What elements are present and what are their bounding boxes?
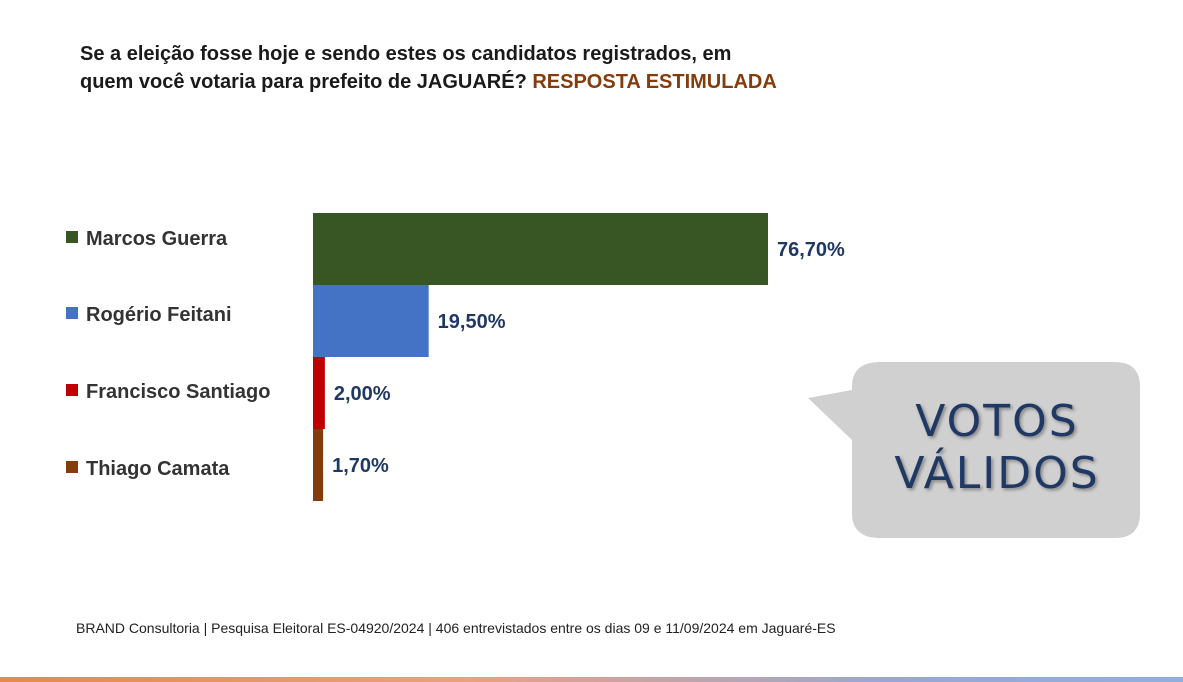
callout-line-2: VÁLIDOS bbox=[894, 448, 1100, 499]
legend-marker-3 bbox=[66, 384, 78, 396]
bar-4 bbox=[313, 429, 324, 501]
title-question: quem você votaria para prefeito de JAGUA… bbox=[80, 71, 533, 93]
chart-title: Se a eleição fosse hoje e sendo estes os… bbox=[80, 40, 880, 96]
data-label-2: 19,50% bbox=[438, 311, 506, 333]
legend-marker-1 bbox=[66, 231, 78, 243]
footer-source: BRAND Consultoria | Pesquisa Eleitoral E… bbox=[76, 620, 836, 636]
legend-marker-4 bbox=[66, 461, 78, 473]
bar-2 bbox=[313, 285, 429, 357]
title-highlight: RESPOSTA ESTIMULADA bbox=[532, 71, 777, 93]
callout-text: VOTOS VÁLIDOS bbox=[852, 396, 1142, 500]
legend-label-2: Rogério Feitani bbox=[86, 304, 232, 326]
legend-label-4: Thiago Camata bbox=[86, 458, 230, 480]
title-line-2: quem você votaria para prefeito de JAGUA… bbox=[80, 68, 880, 96]
bottom-stripe bbox=[0, 677, 1183, 682]
legend-label-3: Francisco Santiago bbox=[86, 381, 271, 403]
data-label-1: 76,70% bbox=[777, 239, 845, 261]
legend-label-1: Marcos Guerra bbox=[86, 228, 228, 250]
votos-validos-callout: VOTOS VÁLIDOS bbox=[805, 360, 1145, 542]
callout-line-1: VOTOS bbox=[915, 396, 1079, 447]
callout-bubble bbox=[808, 362, 1140, 538]
bar-3 bbox=[313, 357, 325, 429]
title-line-1: Se a eleição fosse hoje e sendo estes os… bbox=[80, 43, 732, 65]
data-label-4: 1,70% bbox=[332, 455, 389, 477]
legend-marker-2 bbox=[66, 307, 78, 319]
bar-1 bbox=[313, 213, 768, 285]
data-label-3: 2,00% bbox=[334, 383, 391, 405]
